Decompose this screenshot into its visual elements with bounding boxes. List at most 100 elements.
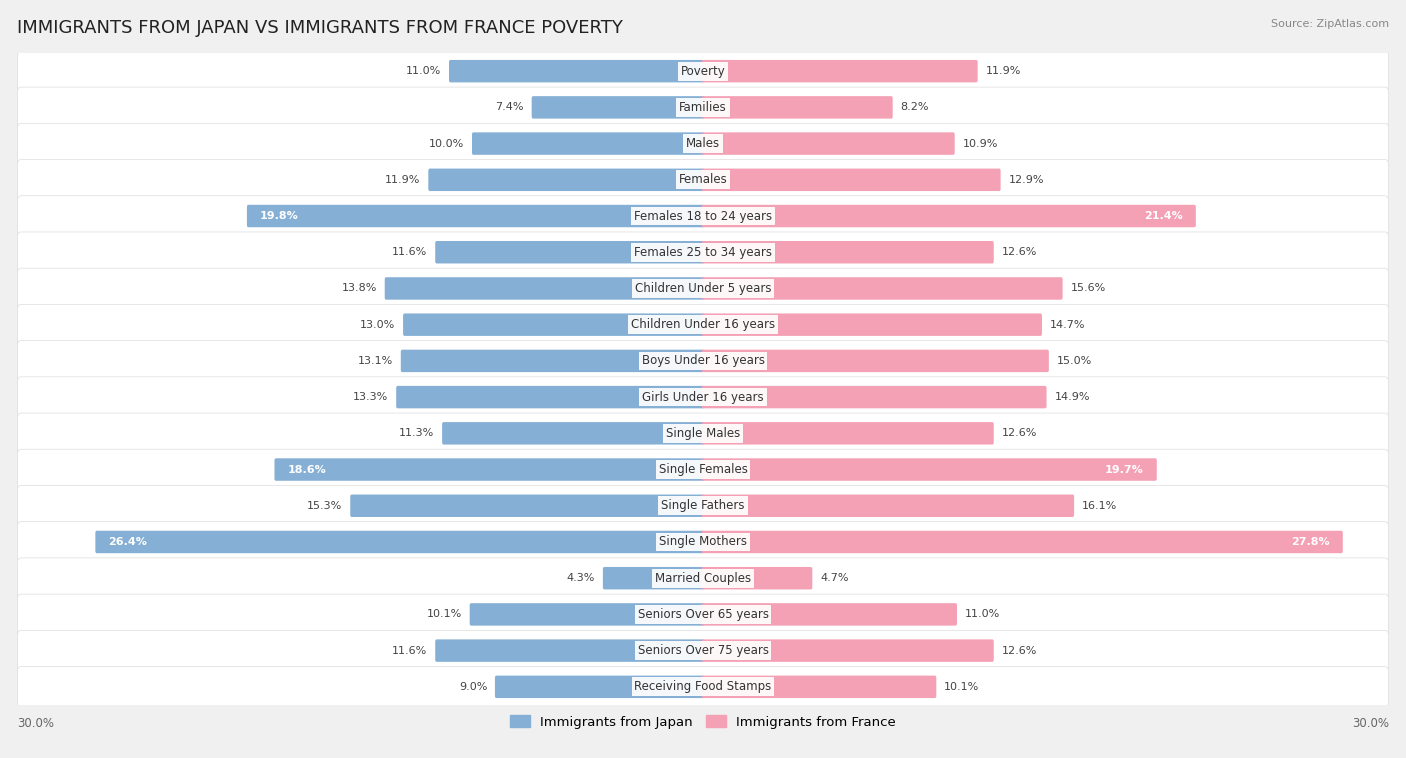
Text: 18.6%: 18.6% <box>287 465 326 475</box>
FancyBboxPatch shape <box>396 386 704 409</box>
FancyBboxPatch shape <box>449 60 704 83</box>
FancyBboxPatch shape <box>702 459 1157 481</box>
Text: Married Couples: Married Couples <box>655 572 751 584</box>
Text: 11.6%: 11.6% <box>392 646 427 656</box>
Text: 10.1%: 10.1% <box>426 609 461 619</box>
Text: 14.9%: 14.9% <box>1054 392 1090 402</box>
Text: 30.0%: 30.0% <box>17 717 53 731</box>
Text: 4.3%: 4.3% <box>567 573 595 583</box>
FancyBboxPatch shape <box>436 241 704 264</box>
FancyBboxPatch shape <box>17 594 1389 634</box>
FancyBboxPatch shape <box>17 666 1389 707</box>
FancyBboxPatch shape <box>17 413 1389 453</box>
FancyBboxPatch shape <box>702 241 994 264</box>
Text: 7.4%: 7.4% <box>495 102 524 112</box>
Text: Source: ZipAtlas.com: Source: ZipAtlas.com <box>1271 19 1389 29</box>
FancyBboxPatch shape <box>17 305 1389 345</box>
FancyBboxPatch shape <box>429 168 704 191</box>
Text: 15.0%: 15.0% <box>1057 356 1092 366</box>
Text: Females 25 to 34 years: Females 25 to 34 years <box>634 246 772 258</box>
FancyBboxPatch shape <box>17 377 1389 418</box>
Text: 12.6%: 12.6% <box>1001 428 1036 438</box>
FancyBboxPatch shape <box>247 205 704 227</box>
Text: 19.7%: 19.7% <box>1105 465 1144 475</box>
Text: 15.6%: 15.6% <box>1070 283 1105 293</box>
Text: 30.0%: 30.0% <box>1353 717 1389 731</box>
FancyBboxPatch shape <box>531 96 704 118</box>
Text: 19.8%: 19.8% <box>260 211 298 221</box>
FancyBboxPatch shape <box>17 522 1389 562</box>
Text: Single Males: Single Males <box>666 427 740 440</box>
FancyBboxPatch shape <box>702 640 994 662</box>
Text: Seniors Over 65 years: Seniors Over 65 years <box>637 608 769 621</box>
Text: Poverty: Poverty <box>681 64 725 77</box>
FancyBboxPatch shape <box>436 640 704 662</box>
FancyBboxPatch shape <box>401 349 704 372</box>
Text: Seniors Over 75 years: Seniors Over 75 years <box>637 644 769 657</box>
FancyBboxPatch shape <box>17 87 1389 127</box>
Text: Receiving Food Stamps: Receiving Food Stamps <box>634 681 772 694</box>
FancyBboxPatch shape <box>17 196 1389 236</box>
FancyBboxPatch shape <box>17 631 1389 671</box>
FancyBboxPatch shape <box>702 422 994 444</box>
FancyBboxPatch shape <box>702 531 1343 553</box>
Text: 16.1%: 16.1% <box>1083 501 1118 511</box>
Text: 12.6%: 12.6% <box>1001 646 1036 656</box>
FancyBboxPatch shape <box>702 133 955 155</box>
Text: Males: Males <box>686 137 720 150</box>
FancyBboxPatch shape <box>274 459 704 481</box>
Text: 10.1%: 10.1% <box>945 682 980 692</box>
Text: 13.8%: 13.8% <box>342 283 377 293</box>
FancyBboxPatch shape <box>702 386 1046 409</box>
Text: Girls Under 16 years: Girls Under 16 years <box>643 390 763 403</box>
FancyBboxPatch shape <box>702 60 977 83</box>
FancyBboxPatch shape <box>702 314 1042 336</box>
Text: Single Mothers: Single Mothers <box>659 535 747 549</box>
FancyBboxPatch shape <box>17 340 1389 381</box>
Legend: Immigrants from Japan, Immigrants from France: Immigrants from Japan, Immigrants from F… <box>505 710 901 735</box>
FancyBboxPatch shape <box>17 485 1389 526</box>
Text: 8.2%: 8.2% <box>900 102 929 112</box>
Text: 11.9%: 11.9% <box>385 175 420 185</box>
Text: 13.0%: 13.0% <box>360 320 395 330</box>
FancyBboxPatch shape <box>17 51 1389 92</box>
Text: Children Under 16 years: Children Under 16 years <box>631 318 775 331</box>
Text: 11.6%: 11.6% <box>392 247 427 257</box>
Text: 9.0%: 9.0% <box>458 682 486 692</box>
FancyBboxPatch shape <box>17 124 1389 164</box>
Text: Females 18 to 24 years: Females 18 to 24 years <box>634 209 772 223</box>
FancyBboxPatch shape <box>470 603 704 625</box>
Text: 13.1%: 13.1% <box>357 356 392 366</box>
FancyBboxPatch shape <box>17 449 1389 490</box>
FancyBboxPatch shape <box>350 494 704 517</box>
FancyBboxPatch shape <box>17 268 1389 309</box>
Text: Children Under 5 years: Children Under 5 years <box>634 282 772 295</box>
Text: 10.9%: 10.9% <box>963 139 998 149</box>
FancyBboxPatch shape <box>702 494 1074 517</box>
Text: 26.4%: 26.4% <box>108 537 148 547</box>
Text: 10.0%: 10.0% <box>429 139 464 149</box>
FancyBboxPatch shape <box>17 558 1389 599</box>
Text: 12.9%: 12.9% <box>1008 175 1043 185</box>
FancyBboxPatch shape <box>702 675 936 698</box>
FancyBboxPatch shape <box>441 422 704 444</box>
FancyBboxPatch shape <box>702 603 957 625</box>
FancyBboxPatch shape <box>385 277 704 299</box>
Text: 15.3%: 15.3% <box>307 501 343 511</box>
Text: Families: Families <box>679 101 727 114</box>
FancyBboxPatch shape <box>17 159 1389 200</box>
Text: 4.7%: 4.7% <box>820 573 849 583</box>
Text: Females: Females <box>679 174 727 186</box>
Text: 11.0%: 11.0% <box>965 609 1000 619</box>
Text: 11.0%: 11.0% <box>406 66 441 76</box>
Text: 11.9%: 11.9% <box>986 66 1021 76</box>
Text: 11.3%: 11.3% <box>399 428 434 438</box>
FancyBboxPatch shape <box>17 232 1389 273</box>
Text: IMMIGRANTS FROM JAPAN VS IMMIGRANTS FROM FRANCE POVERTY: IMMIGRANTS FROM JAPAN VS IMMIGRANTS FROM… <box>17 19 623 37</box>
FancyBboxPatch shape <box>702 567 813 590</box>
FancyBboxPatch shape <box>702 205 1197 227</box>
Text: Single Females: Single Females <box>658 463 748 476</box>
FancyBboxPatch shape <box>702 349 1049 372</box>
FancyBboxPatch shape <box>702 168 1001 191</box>
Text: 21.4%: 21.4% <box>1144 211 1182 221</box>
